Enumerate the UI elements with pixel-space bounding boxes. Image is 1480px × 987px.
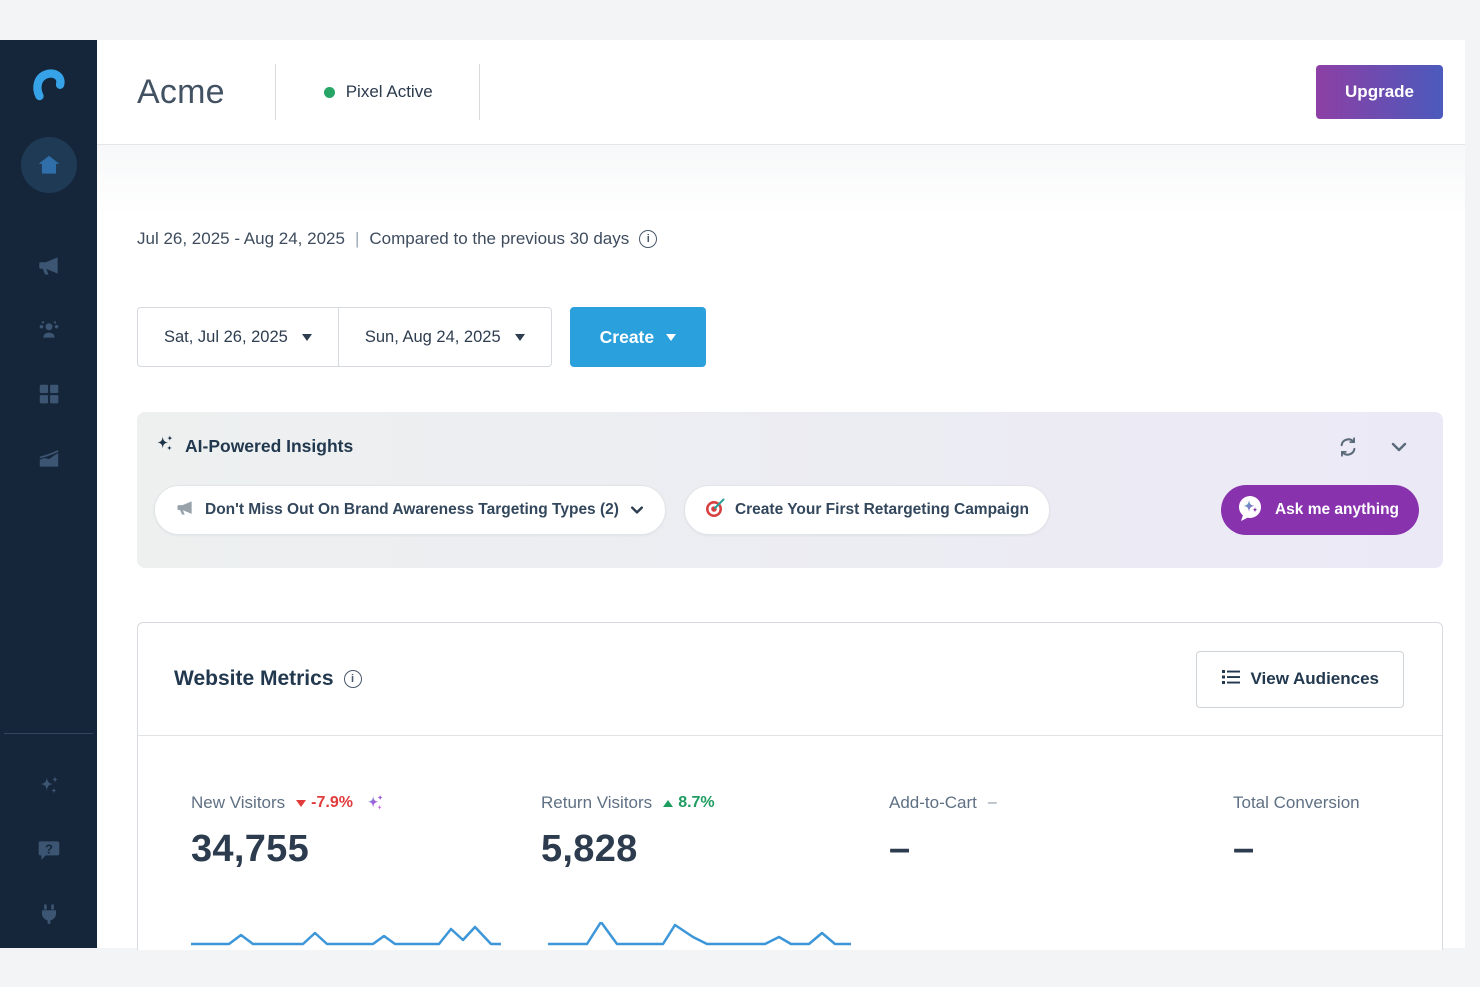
- date-range-text: Jul 26, 2025 - Aug 24, 2025: [137, 229, 345, 248]
- active-nav-highlight: [20, 137, 77, 193]
- website-metrics-card: Website Metrics i View Audiences: [137, 622, 1443, 950]
- pixel-active-dot: [323, 86, 335, 98]
- create-button-label: Create: [599, 326, 655, 347]
- sidebar-item-help[interactable]: ?: [0, 822, 97, 878]
- info-icon[interactable]: i: [639, 230, 658, 248]
- sidebar-item-analytics[interactable]: [0, 430, 97, 486]
- sidebar-item-home[interactable]: [0, 137, 97, 193]
- metrics-row: New Visitors -7.9%: [138, 736, 1442, 946]
- grid-icon: [36, 381, 62, 407]
- view-audiences-label: View Audiences: [1250, 669, 1380, 688]
- insights-suggestions: Don't Miss Out On Brand Awareness Target…: [154, 485, 1419, 535]
- date-range-picker: Sat, Jul 26, 2025 Sun, Aug 24, 2025: [137, 307, 552, 367]
- ask-button-label: Ask me anything: [1274, 501, 1399, 518]
- triangle-up-icon: [663, 799, 674, 807]
- insights-title: AI-Powered Insights: [185, 436, 354, 456]
- pixel-status-label: Pixel Active: [345, 82, 433, 101]
- metric-delta: -7.9%: [296, 794, 353, 812]
- date-summary: Jul 26, 2025 - Aug 24, 2025 | Compared t…: [137, 229, 1443, 249]
- metric-value: –: [1233, 828, 1255, 870]
- pixel-status: Pixel Active: [276, 82, 479, 102]
- chevron-down-icon: [514, 333, 525, 341]
- sidebar-item-audiences[interactable]: [0, 302, 97, 358]
- header-shadow: [97, 145, 1465, 215]
- insight-pill-retargeting[interactable]: Create Your First Retargeting Campaign: [683, 485, 1050, 535]
- sidebar-item-apps[interactable]: [0, 366, 97, 422]
- metrics-card-header: Website Metrics i View Audiences: [138, 623, 1442, 736]
- metric-value: 34,755: [191, 828, 310, 870]
- triangle-down-icon: [296, 799, 307, 807]
- chevron-down-icon: [666, 333, 677, 341]
- create-button[interactable]: Create: [569, 307, 707, 367]
- ask-me-anything-button[interactable]: Ask me anything: [1220, 485, 1419, 535]
- adroll-logo-icon: [30, 64, 68, 107]
- sidebar-item-ai-assistant[interactable]: [0, 758, 97, 814]
- refresh-button[interactable]: [1337, 436, 1359, 458]
- help-icon: ?: [36, 837, 62, 863]
- metric-total-conversion: Total Conversion –: [1233, 792, 1442, 946]
- page-content: Jul 26, 2025 - Aug 24, 2025 | Compared t…: [97, 229, 1465, 950]
- header-divider: [478, 64, 480, 120]
- metric-label: Total Conversion: [1233, 793, 1360, 812]
- insight-pill-label: Create Your First Retargeting Campaign: [734, 501, 1029, 518]
- home-icon: [36, 152, 62, 178]
- chat-sparkle-icon: [1235, 493, 1265, 528]
- chevron-down-icon: [301, 333, 312, 341]
- audiences-icon: [36, 317, 62, 343]
- collapse-chevron-button[interactable]: [1389, 437, 1409, 457]
- megaphone-icon: [175, 498, 195, 523]
- sparkles-icon: [36, 773, 62, 799]
- sidebar-divider: [4, 733, 93, 734]
- analytics-chart-icon: [36, 445, 62, 471]
- top-header: Acme Pixel Active Upgrade: [97, 40, 1465, 145]
- account-name: Acme: [137, 72, 225, 111]
- header-divider: [274, 64, 276, 120]
- sparkline-chart: [541, 922, 851, 946]
- sidebar-item-integrations[interactable]: [0, 886, 97, 942]
- ai-insights-panel: AI-Powered Insights: [137, 412, 1443, 568]
- app-window: ? Acme Pixel Active Upgra: [0, 40, 1465, 950]
- metric-value: 5,828: [541, 828, 638, 870]
- insights-actions: [1337, 436, 1419, 458]
- metric-label: Return Visitors: [541, 793, 653, 812]
- start-date-picker[interactable]: Sat, Jul 26, 2025: [138, 308, 338, 366]
- insight-pill-brand-awareness[interactable]: Don't Miss Out On Brand Awareness Target…: [154, 485, 666, 535]
- end-date-picker[interactable]: Sun, Aug 24, 2025: [337, 308, 551, 366]
- sidebar: ?: [0, 40, 97, 948]
- plug-icon: [36, 901, 62, 927]
- metric-value: –: [889, 828, 911, 870]
- metric-delta: 8.7%: [663, 794, 715, 812]
- metrics-card-title: Website Metrics: [174, 667, 334, 690]
- date-summary-separator: |: [354, 229, 360, 248]
- list-icon: [1221, 667, 1241, 692]
- metric-label: Add-to-Cart: [889, 793, 977, 812]
- upgrade-button[interactable]: Upgrade: [1316, 65, 1443, 119]
- target-icon: [705, 498, 725, 523]
- sidebar-item-campaigns[interactable]: [0, 238, 97, 294]
- ai-sparkle-icon[interactable]: [364, 792, 386, 814]
- metric-delta: –: [987, 794, 997, 811]
- metric-new-visitors: New Visitors -7.9%: [191, 792, 541, 946]
- start-date-value: Sat, Jul 26, 2025: [164, 327, 288, 346]
- comparison-text: Compared to the previous 30 days: [369, 229, 630, 248]
- metric-return-visitors: Return Visitors 8.7% 5,828: [541, 792, 889, 946]
- end-date-value: Sun, Aug 24, 2025: [364, 327, 501, 346]
- toolbar-row: Sat, Jul 26, 2025 Sun, Aug 24, 2025 Crea…: [137, 307, 1443, 367]
- main-area: Acme Pixel Active Upgrade Jul 26, 2025 -…: [97, 40, 1465, 950]
- insight-pill-label: Don't Miss Out On Brand Awareness Target…: [205, 501, 619, 518]
- sparkline-chart: [191, 922, 501, 946]
- insights-header: AI-Powered Insights: [154, 433, 1419, 460]
- adroll-logo[interactable]: [0, 64, 97, 107]
- view-audiences-button[interactable]: View Audiences: [1195, 650, 1404, 708]
- sparkles-icon: [154, 433, 176, 460]
- info-icon[interactable]: i: [343, 670, 362, 688]
- megaphone-icon: [36, 253, 62, 279]
- chevron-down-icon: [630, 506, 643, 514]
- metric-label: New Visitors: [191, 793, 286, 812]
- metric-add-to-cart: Add-to-Cart – –: [889, 792, 1233, 946]
- svg-text:?: ?: [45, 841, 53, 856]
